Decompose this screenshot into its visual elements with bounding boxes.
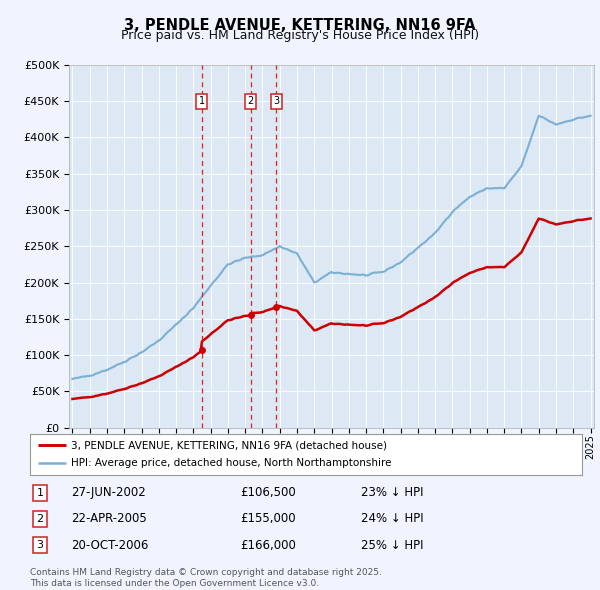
Text: 2: 2 (37, 514, 43, 524)
Text: 25% ↓ HPI: 25% ↓ HPI (361, 539, 424, 552)
Text: £106,500: £106,500 (240, 486, 296, 499)
Text: 3, PENDLE AVENUE, KETTERING, NN16 9FA (detached house): 3, PENDLE AVENUE, KETTERING, NN16 9FA (d… (71, 440, 388, 450)
Text: 23% ↓ HPI: 23% ↓ HPI (361, 486, 424, 499)
Text: 2: 2 (247, 96, 254, 106)
Text: Price paid vs. HM Land Registry's House Price Index (HPI): Price paid vs. HM Land Registry's House … (121, 30, 479, 42)
Text: 24% ↓ HPI: 24% ↓ HPI (361, 513, 424, 526)
Text: 3: 3 (273, 96, 279, 106)
Text: £166,000: £166,000 (240, 539, 296, 552)
Text: Contains HM Land Registry data © Crown copyright and database right 2025.
This d: Contains HM Land Registry data © Crown c… (30, 568, 382, 588)
Text: 3: 3 (37, 540, 43, 550)
Text: 20-OCT-2006: 20-OCT-2006 (71, 539, 149, 552)
Text: 3, PENDLE AVENUE, KETTERING, NN16 9FA: 3, PENDLE AVENUE, KETTERING, NN16 9FA (124, 18, 476, 32)
Text: 1: 1 (199, 96, 205, 106)
Text: 27-JUN-2002: 27-JUN-2002 (71, 486, 146, 499)
Text: 1: 1 (37, 488, 43, 498)
Text: 22-APR-2005: 22-APR-2005 (71, 513, 147, 526)
Text: £155,000: £155,000 (240, 513, 295, 526)
Text: HPI: Average price, detached house, North Northamptonshire: HPI: Average price, detached house, Nort… (71, 458, 392, 468)
